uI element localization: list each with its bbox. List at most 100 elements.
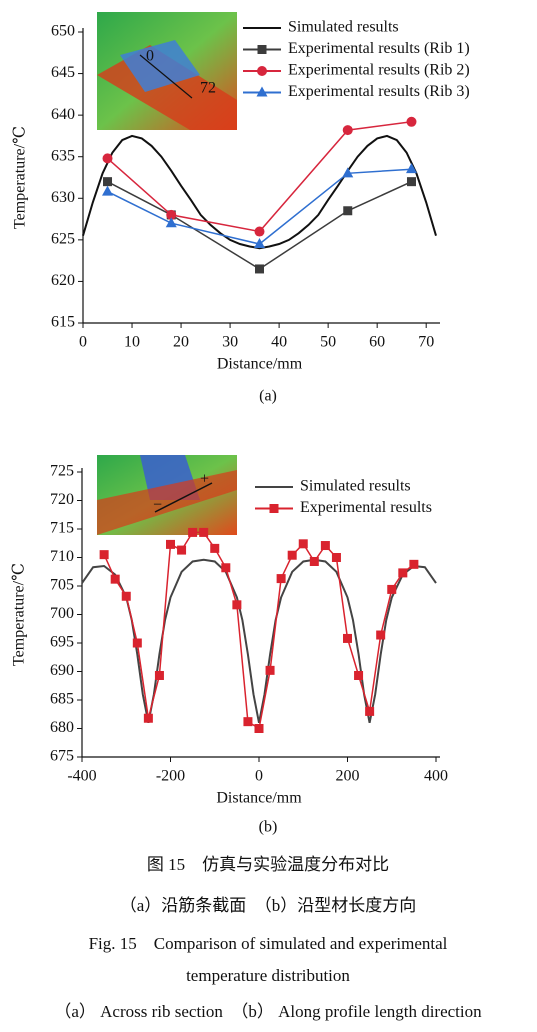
marker — [132, 638, 142, 648]
legend-label: Experimental results — [300, 499, 432, 516]
y-tick-label: 650 — [51, 23, 75, 40]
marker — [276, 574, 286, 584]
x-tick-label: 40 — [271, 334, 287, 351]
marker — [103, 177, 113, 187]
y-tick-label: 680 — [50, 719, 74, 736]
marker — [199, 527, 209, 537]
marker — [254, 238, 265, 249]
y-tick-label: 690 — [50, 662, 74, 679]
marker — [177, 545, 187, 555]
marker — [376, 630, 386, 640]
marker — [143, 713, 153, 723]
marker — [398, 568, 408, 578]
series-line — [81, 558, 437, 723]
inset-label: + — [200, 471, 209, 488]
x-tick-label: 200 — [336, 768, 360, 785]
marker — [406, 116, 417, 127]
marker — [320, 541, 330, 551]
inset-b: + − — [97, 455, 237, 535]
y-tick-label: 710 — [50, 548, 74, 565]
inset-label: − — [153, 497, 162, 514]
marker — [354, 670, 364, 680]
x-tick-label: 10 — [124, 334, 140, 351]
y-tick-label: 645 — [51, 64, 75, 81]
inset-a: 0 72 — [97, 12, 237, 130]
inset-label: 72 — [200, 80, 216, 97]
series-line — [82, 134, 437, 250]
x-tick-label: -200 — [156, 768, 185, 785]
marker — [243, 717, 253, 727]
legend-label: Experimental results (Rib 2) — [288, 62, 470, 79]
x-axis-title: Distance/mm — [216, 790, 302, 807]
x-tick-label: 20 — [173, 334, 189, 351]
y-tick-label: 685 — [50, 691, 74, 708]
y-tick-label: 635 — [51, 147, 75, 164]
caption: （a） Across rib section （b） Along profile… — [54, 1002, 482, 1021]
y-tick-label: 640 — [51, 106, 75, 123]
marker — [343, 206, 353, 216]
marker — [309, 556, 319, 566]
marker — [343, 633, 352, 643]
legend-marker — [257, 66, 267, 76]
y-tick-label: 615 — [51, 314, 75, 331]
y-tick-label: 720 — [50, 491, 74, 508]
marker — [102, 153, 113, 164]
marker — [102, 185, 114, 196]
y-tick-label: 700 — [50, 605, 74, 622]
caption: temperature distribution — [186, 966, 350, 985]
y-axis-title: Temperature/℃ — [12, 126, 29, 229]
marker — [188, 527, 198, 537]
y-tick-label: 715 — [50, 520, 74, 537]
marker — [287, 550, 297, 560]
y-tick-label: 695 — [50, 634, 74, 651]
subfigure-label: (b) — [259, 819, 278, 836]
y-tick-label: 675 — [50, 748, 74, 765]
y-tick-label: 625 — [51, 231, 75, 248]
caption: 图 15 仿真与实验温度分布对比 — [147, 855, 389, 874]
x-tick-label: 30 — [222, 334, 238, 351]
marker — [265, 665, 275, 675]
legend-marker — [269, 504, 279, 513]
y-tick-label: 620 — [51, 272, 75, 289]
y-tick-label: 630 — [51, 189, 75, 206]
y-axis-title: Temperature/℃ — [11, 563, 28, 666]
x-tick-label: 400 — [424, 768, 448, 785]
y-tick-label: 725 — [50, 463, 74, 480]
subfigure-label: (a) — [259, 388, 277, 405]
inset-label: 0 — [146, 48, 154, 65]
legend-label: Experimental results (Rib 1) — [288, 40, 470, 57]
marker — [221, 563, 231, 573]
y-tick-label: 705 — [50, 577, 74, 594]
marker — [232, 600, 242, 610]
marker — [165, 217, 177, 228]
marker — [409, 559, 419, 569]
marker — [166, 209, 177, 220]
series-line — [107, 121, 412, 233]
marker — [99, 550, 109, 560]
marker — [121, 591, 131, 601]
marker — [254, 724, 264, 733]
marker — [255, 264, 264, 274]
legend-marker — [257, 45, 267, 54]
marker — [365, 706, 375, 716]
marker — [298, 539, 308, 549]
marker — [254, 226, 265, 237]
marker — [210, 543, 220, 553]
marker — [405, 163, 417, 174]
marker — [331, 553, 341, 562]
x-tick-label: 60 — [369, 334, 385, 351]
series-line — [103, 531, 415, 730]
marker — [342, 167, 354, 178]
legend-marker — [256, 86, 268, 97]
marker — [387, 584, 397, 594]
legend-label: Experimental results (Rib 3) — [288, 83, 470, 100]
series-line — [107, 181, 412, 270]
caption: Fig. 15 Comparison of simulated and expe… — [89, 934, 448, 953]
marker — [406, 177, 416, 187]
x-axis-title: Distance/mm — [217, 356, 303, 373]
marker — [154, 670, 164, 680]
x-tick-label: 0 — [255, 768, 263, 785]
legend-label: Simulated results — [288, 19, 399, 36]
x-tick-label: -400 — [67, 768, 96, 785]
